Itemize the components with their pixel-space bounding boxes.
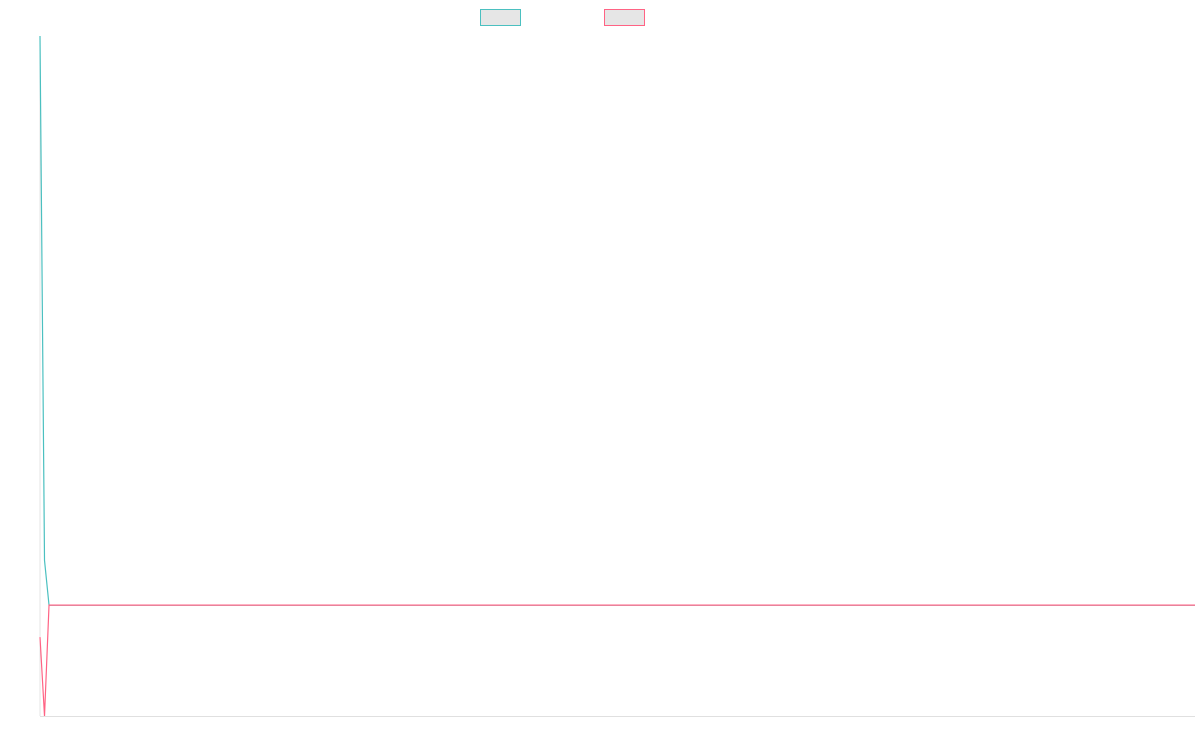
- legend-swatch: [480, 9, 521, 26]
- line-series: [39, 35, 1195, 606]
- line-series: [39, 604, 1195, 717]
- legend-swatch: [604, 9, 645, 26]
